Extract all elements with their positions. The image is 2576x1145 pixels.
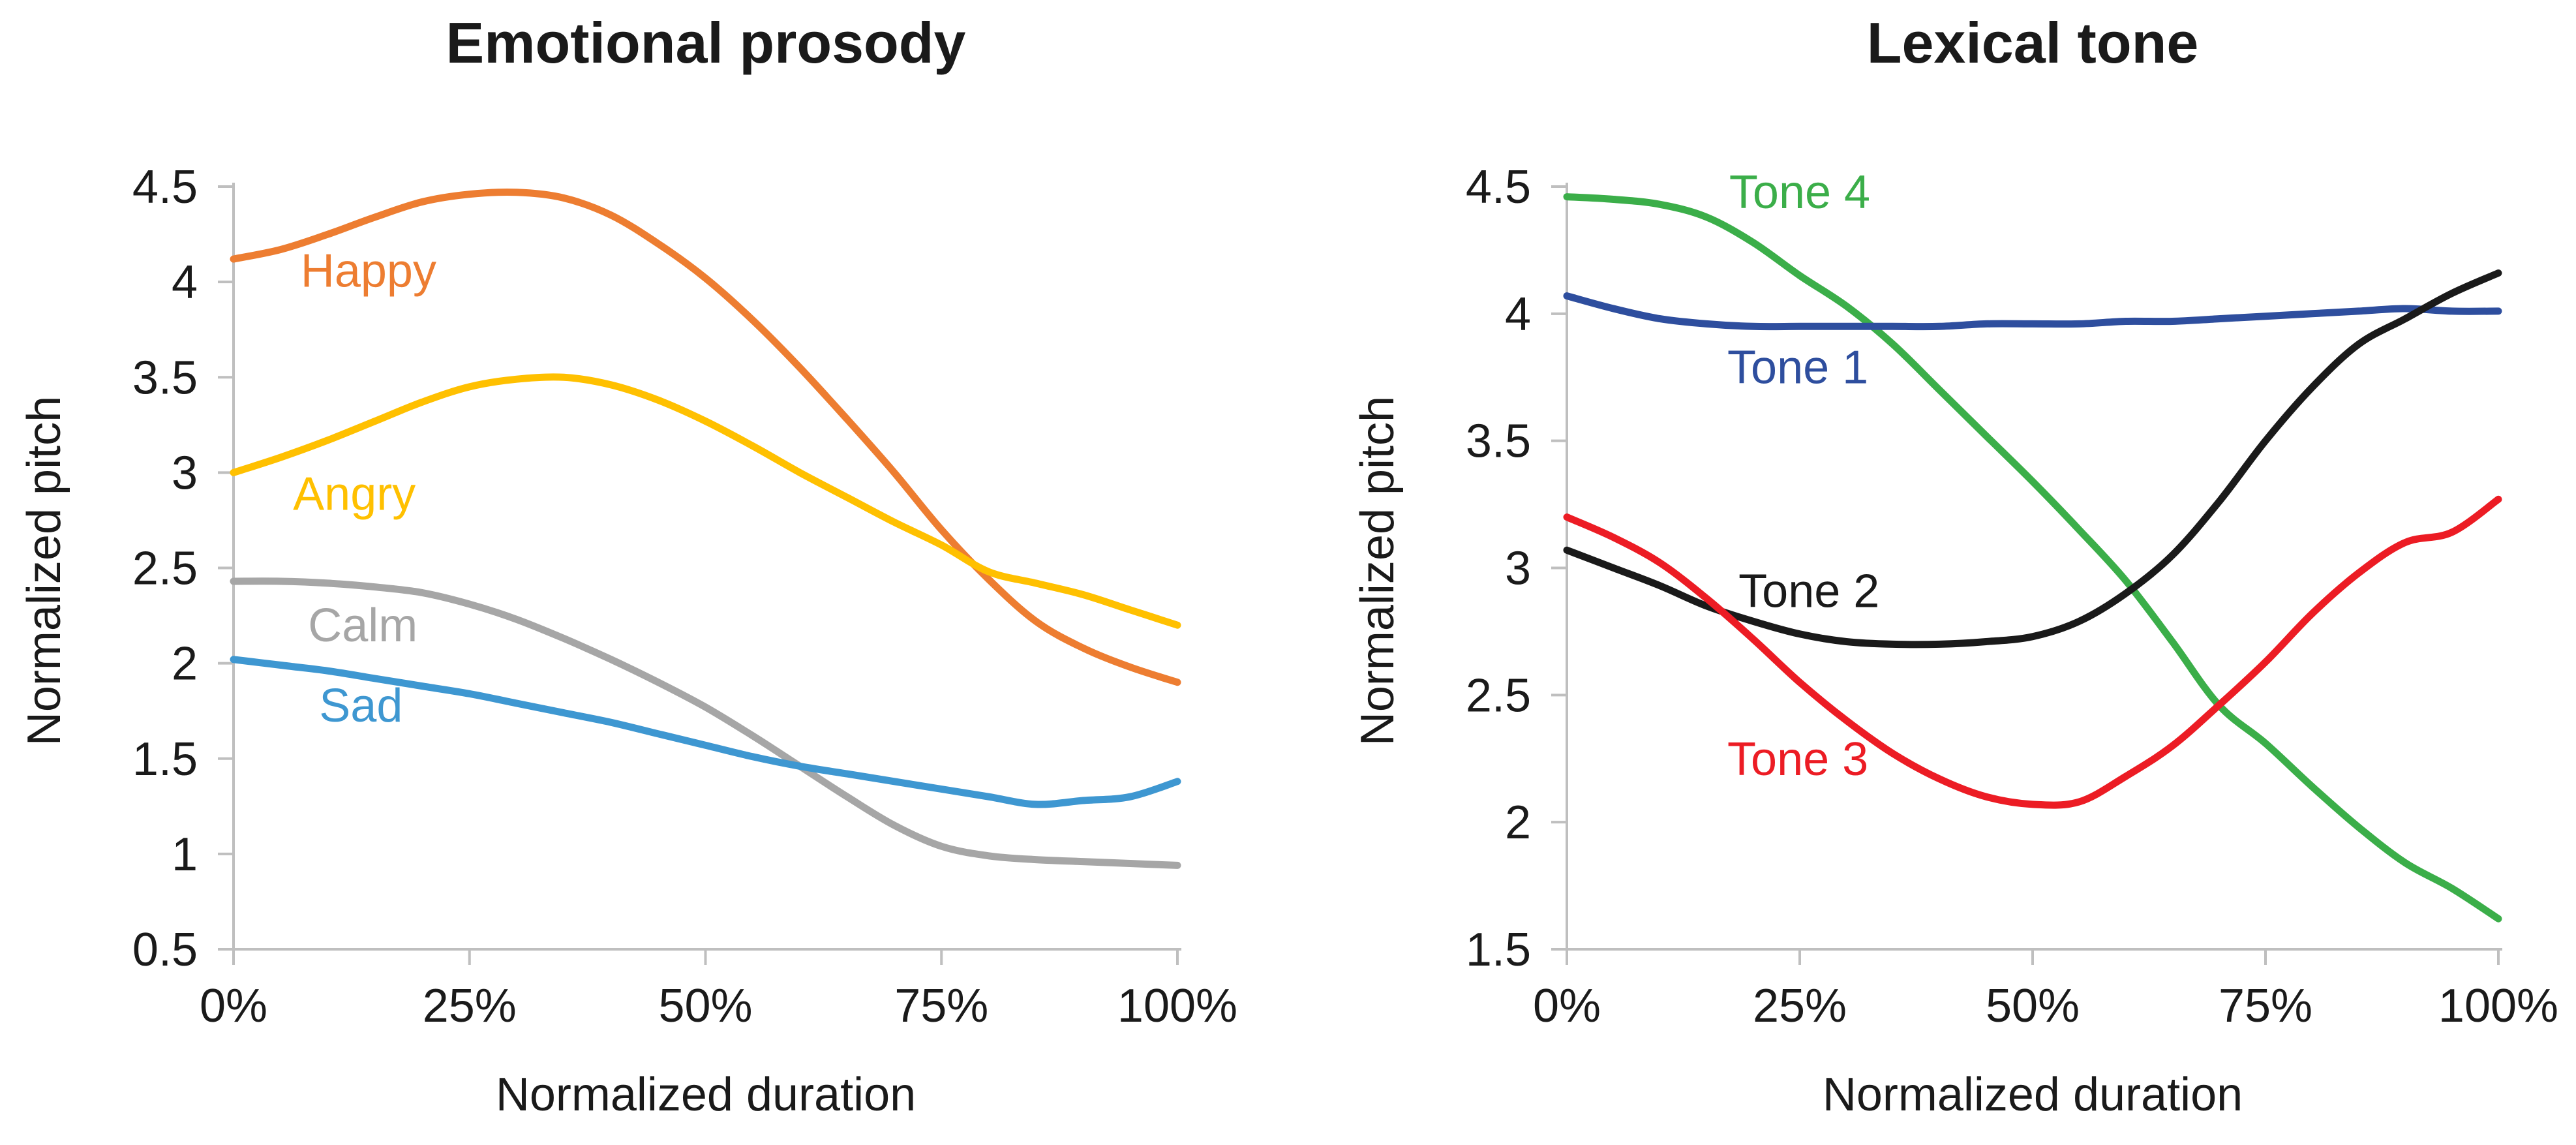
series-line-tone-3: [1563, 495, 2502, 809]
series-label-tone-2: Tone 2: [1738, 566, 1879, 618]
series-label-tone-1: Tone 1: [1727, 342, 1868, 394]
right-plot-area: 1.5 2 2.5 3 3.5 4 4.5 0% 25% 50% 75% 100% Tone 4 Tone…: [1466, 161, 2558, 1032]
series-label-tone-3: Tone 3: [1727, 733, 1868, 786]
right-x-axis-title: Normalized duration: [1823, 1069, 2243, 1121]
y-tick-label: 1.5: [132, 733, 198, 786]
series-label-sad: Sad: [319, 680, 402, 732]
y-tick-label: 2: [1505, 797, 1531, 849]
y-tick-label: 3.5: [132, 352, 198, 404]
series-label-calm: Calm: [308, 600, 417, 652]
y-tick-label: 4.5: [1466, 161, 1531, 213]
x-tick-label: 50%: [658, 980, 752, 1032]
y-tick-label: 4: [1505, 288, 1531, 341]
x-tick-label: 25%: [1753, 980, 1847, 1032]
y-tick-label: 3: [1505, 543, 1531, 595]
x-tick-label: 25%: [423, 980, 517, 1032]
y-tick-label: 2.5: [1466, 669, 1531, 722]
y-tick-label: 0.5: [132, 924, 198, 976]
x-tick-label: 0%: [200, 980, 267, 1032]
series-line-calm: [230, 577, 1181, 869]
y-tick-label: 2: [172, 638, 198, 690]
y-tick-label: 4: [172, 256, 198, 309]
series-label-angry: Angry: [293, 468, 416, 521]
series-line-tone-1: [1563, 292, 2502, 331]
series-line-angry: [230, 373, 1181, 629]
y-tick-label: 3.5: [1466, 416, 1531, 468]
x-tick-label: 100%: [2438, 980, 2558, 1032]
y-tick-label: 3: [172, 447, 198, 499]
x-tick-label: 75%: [2219, 980, 2312, 1032]
right-chart-title: Lexical tone: [1867, 10, 2199, 75]
x-tick-label: 75%: [894, 980, 988, 1032]
series-label-happy: Happy: [301, 245, 436, 298]
y-tick-label: 1: [172, 829, 198, 881]
left-chart-title: Emotional prosody: [446, 10, 966, 75]
right-y-axis-title: Normalized pitch: [1352, 396, 1404, 746]
x-tick-label: 100%: [1117, 980, 1237, 1032]
y-tick-label: 4.5: [132, 161, 198, 213]
series-label-tone-4: Tone 4: [1729, 166, 1870, 219]
y-tick-label: 1.5: [1466, 924, 1531, 976]
series-line-tone-4: [1563, 193, 2502, 923]
series-line-sad: [230, 656, 1181, 808]
series-line-happy: [230, 188, 1181, 686]
x-tick-label: 50%: [1986, 980, 2080, 1032]
x-tick-label: 0%: [1533, 980, 1601, 1032]
left-plot-area: 0.5 1 1.5 2 2.5 3 3.5 4 4.5 0% 25% 50% 75% 100% Happy A…: [132, 161, 1237, 1032]
left-x-axis-title: Normalized duration: [496, 1069, 916, 1121]
series-line-tone-2: [1563, 269, 2502, 649]
y-tick-label: 2.5: [132, 543, 198, 595]
left-y-axis-title: Normalized pitch: [18, 396, 70, 746]
